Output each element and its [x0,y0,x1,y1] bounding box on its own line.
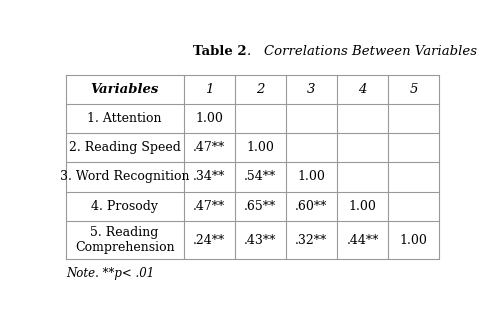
Text: Note. **p< .01: Note. **p< .01 [66,267,154,280]
Text: 1: 1 [205,83,214,96]
Text: 5. Reading
Comprehension: 5. Reading Comprehension [75,226,174,254]
Text: 5: 5 [410,83,418,96]
Text: .32**: .32** [295,233,328,247]
Text: 4: 4 [359,83,367,96]
Text: 2: 2 [256,83,265,96]
Text: Table 2: Table 2 [193,45,247,58]
Text: .60**: .60** [295,200,328,213]
Text: .47**: .47** [193,200,225,213]
Text: .   Correlations Between Variables: . Correlations Between Variables [247,45,477,58]
Text: .44**: .44** [347,233,379,247]
Text: 1.00: 1.00 [297,170,325,184]
Text: 1.00: 1.00 [400,233,428,247]
Text: 1.00: 1.00 [195,112,223,125]
Text: .24**: .24** [193,233,225,247]
Text: .34**: .34** [193,170,225,184]
Text: 4. Prosody: 4. Prosody [91,200,158,213]
Text: 3: 3 [307,83,316,96]
Text: Variables: Variables [91,83,159,96]
Text: 3. Word Recognition: 3. Word Recognition [60,170,189,184]
Text: 1. Attention: 1. Attention [87,112,162,125]
Text: 2. Reading Speed: 2. Reading Speed [69,141,181,154]
Text: 1.00: 1.00 [246,141,274,154]
Text: .47**: .47** [193,141,225,154]
Text: .65**: .65** [244,200,276,213]
Text: .43**: .43** [244,233,277,247]
Text: .54**: .54** [244,170,276,184]
Text: 1.00: 1.00 [348,200,376,213]
